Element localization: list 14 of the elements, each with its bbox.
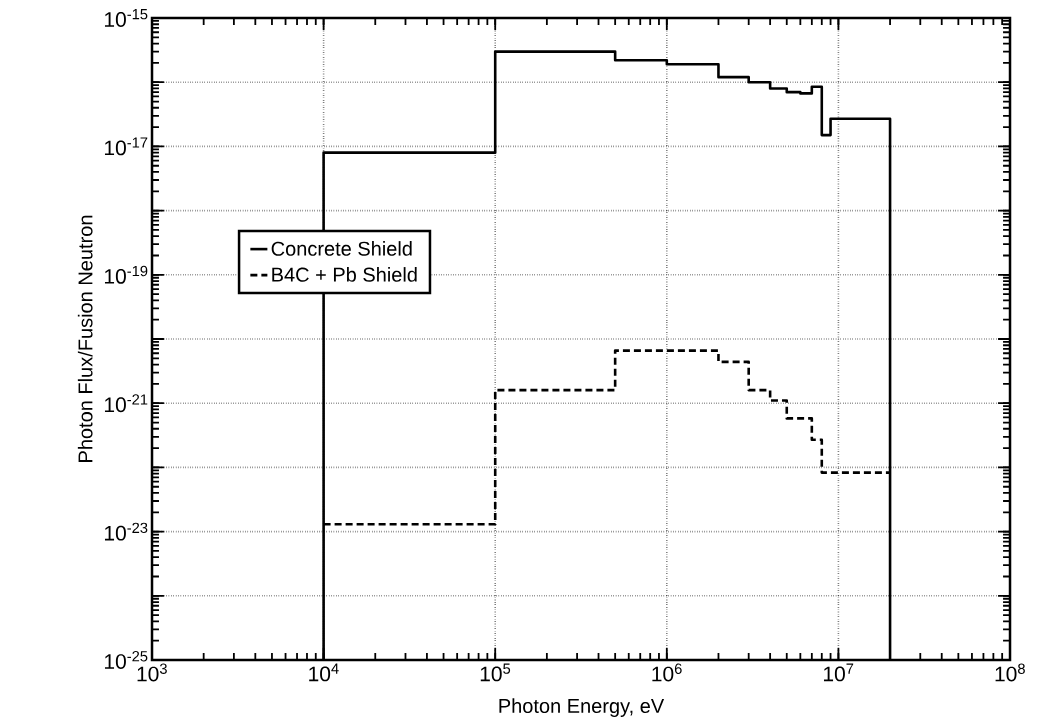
y-axis-title: Photon Flux/Fusion Neutron xyxy=(77,215,93,462)
y-tick-label: 10$^{-15}$ xyxy=(104,8,148,27)
x-tick-label: 10$^{4}$ xyxy=(309,663,339,682)
y-tick-label: 10$^{-19}$ xyxy=(104,265,148,284)
y-tick-label: 10$^{-21}$ xyxy=(104,394,148,413)
x-tick-label: 10$^{8}$ xyxy=(995,663,1025,682)
legend-label: B4C + Pb Shield xyxy=(272,266,417,282)
y-tick-label: 10$^{-23}$ xyxy=(104,522,148,541)
y-tick-label: 10$^{-17}$ xyxy=(104,137,148,156)
x-tick-label: 10$^{5}$ xyxy=(480,663,511,682)
x-tick-label: 10$^{7}$ xyxy=(823,663,854,682)
legend-label: Concrete Shield xyxy=(271,240,412,256)
x-axis-title: Photon Energy, eV xyxy=(499,698,665,717)
x-tick-label: 10$^{6}$ xyxy=(652,663,682,682)
